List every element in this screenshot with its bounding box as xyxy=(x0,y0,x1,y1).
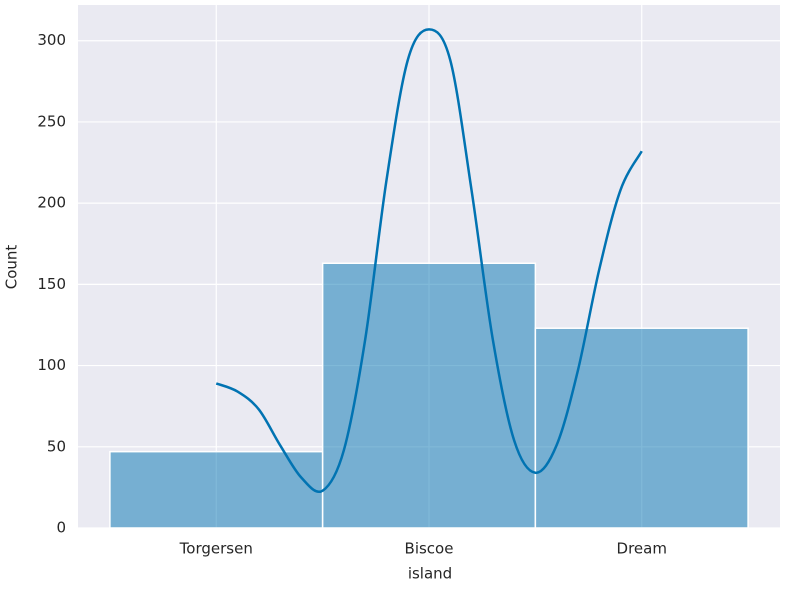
y-tick-label: 300 xyxy=(37,31,66,49)
y-tick-label: 150 xyxy=(37,275,66,293)
bar xyxy=(321,262,537,529)
y-axis-label: Count xyxy=(3,245,21,290)
y-tick-label: 250 xyxy=(37,112,66,130)
x-axis-label: island xyxy=(408,565,452,583)
y-tick-label: 100 xyxy=(37,356,66,374)
x-tick-label: Torgersen xyxy=(179,540,253,558)
y-tick-label: 0 xyxy=(56,519,66,537)
y-tick-label: 200 xyxy=(37,194,66,212)
x-tick-label: Dream xyxy=(617,540,667,558)
y-tick-label: 50 xyxy=(47,437,66,455)
bar xyxy=(534,327,749,529)
x-tick-label: Biscoe xyxy=(405,540,454,558)
bar xyxy=(109,450,324,529)
kde-line xyxy=(215,28,643,493)
